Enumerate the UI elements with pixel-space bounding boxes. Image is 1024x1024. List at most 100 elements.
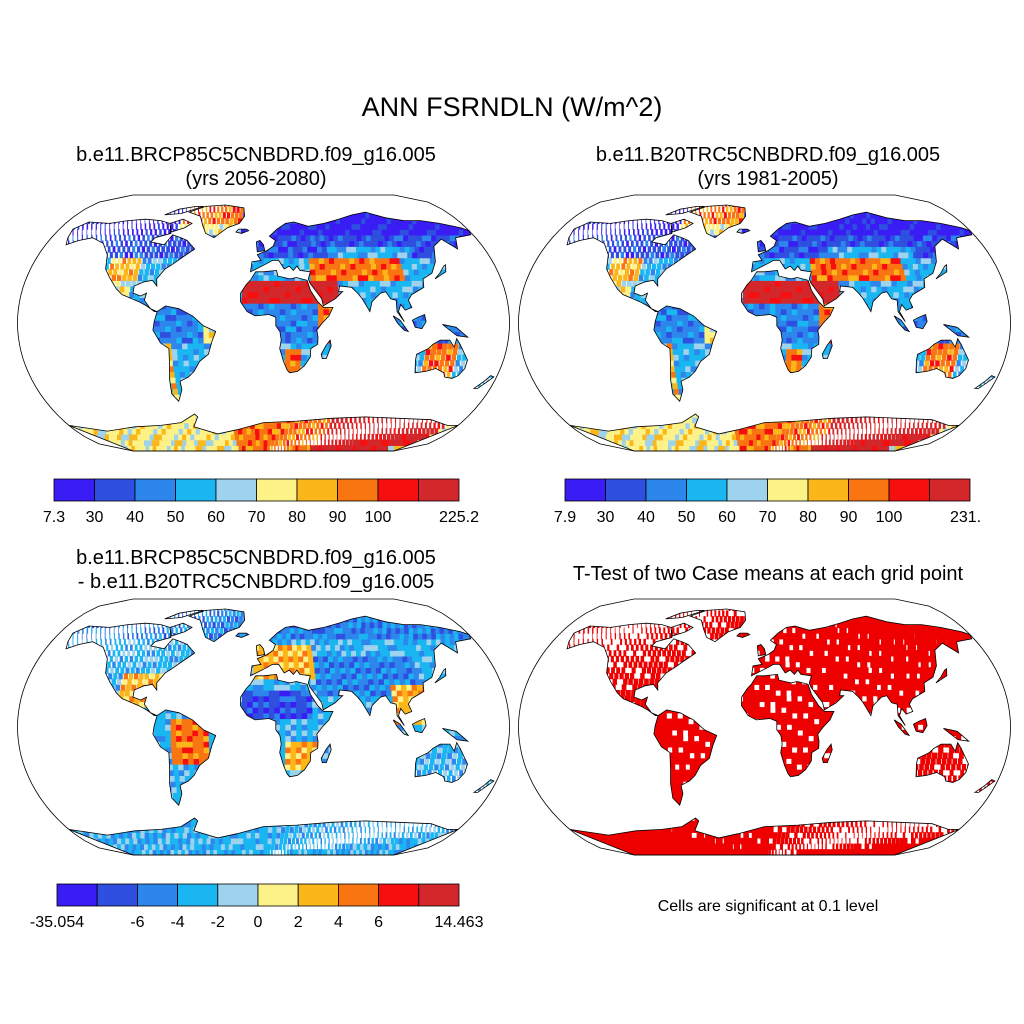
grid-cell — [870, 428, 872, 435]
grid-cell — [330, 269, 338, 276]
grid-cell — [367, 269, 375, 276]
grid-cell — [328, 291, 335, 298]
grid-cell — [786, 422, 791, 429]
grid-cell — [287, 246, 294, 253]
grid-cell — [332, 433, 334, 441]
grid-cell — [354, 240, 362, 247]
grid-cell — [299, 229, 306, 236]
grid-cell — [223, 223, 228, 230]
grid-cell — [279, 286, 286, 293]
grid-cell — [127, 223, 128, 230]
grid-cell — [313, 257, 321, 264]
grid-cell — [390, 280, 398, 287]
grid-cell — [301, 354, 307, 361]
grid-cell — [297, 428, 301, 435]
grid-cell — [256, 445, 262, 451]
grid-cell — [263, 422, 269, 429]
grid-cell — [725, 439, 733, 446]
grid-cell — [739, 428, 745, 435]
grid-cell — [752, 439, 758, 446]
grid-cell — [760, 433, 766, 441]
grid-cell — [752, 433, 758, 441]
grid-cell — [433, 422, 436, 429]
grid-cell — [279, 348, 286, 355]
grid-cell — [917, 422, 920, 429]
grid-cell — [244, 439, 250, 446]
grid-cell — [871, 439, 877, 446]
grid-cell — [810, 439, 812, 446]
grid-cell — [174, 371, 182, 378]
grid-cell — [776, 433, 781, 441]
grid-cell — [279, 342, 286, 350]
grid-cell — [331, 428, 334, 435]
grid-cell — [171, 223, 174, 230]
grid-cell — [294, 223, 301, 230]
grid-cell — [309, 263, 316, 270]
grid-cell — [169, 251, 174, 259]
grid-cell — [181, 320, 188, 327]
grid-cell — [426, 234, 436, 242]
grid-cell — [116, 274, 122, 281]
grid-cell — [337, 251, 345, 259]
grid-cell — [135, 217, 137, 225]
grid-cell — [171, 342, 178, 350]
grid-cell — [202, 433, 211, 441]
grid-cell — [394, 274, 402, 281]
grid-cell — [149, 240, 153, 247]
grid-cell — [381, 416, 383, 424]
grid-cell — [165, 314, 172, 321]
panel-title-line1: b.e11.BRCP85C5CNBDRD.f09_g16.005 — [76, 144, 436, 166]
grid-cell — [156, 246, 160, 253]
grid-cell — [154, 325, 161, 333]
grid-cell — [424, 257, 433, 264]
grid-cell — [282, 240, 289, 247]
grid-cell — [252, 291, 259, 298]
grid-cell — [420, 348, 426, 355]
grid-cell — [352, 274, 360, 281]
grid-cell — [460, 331, 466, 338]
grid-cell — [347, 422, 349, 429]
grid-cell — [208, 217, 212, 225]
grid-cell — [878, 422, 880, 429]
grid-cell — [272, 234, 279, 242]
grid-cell — [295, 360, 302, 367]
grid-cell — [301, 428, 305, 435]
grid-cell — [296, 433, 299, 441]
grid-cell — [404, 229, 414, 236]
grid-cell — [338, 223, 346, 230]
grid-cell — [768, 422, 774, 429]
grid-cell — [925, 422, 928, 429]
grid-cell — [95, 223, 97, 230]
grid-cell — [395, 280, 403, 287]
grid-cell — [862, 428, 863, 435]
grid-cell — [403, 291, 410, 298]
grid-cell — [399, 257, 408, 264]
grid-cell — [312, 331, 319, 338]
coastline-britain — [255, 240, 266, 253]
grid-cell — [367, 229, 376, 236]
grid-cell — [233, 217, 238, 225]
grid-cell — [258, 286, 265, 293]
grid-cell — [425, 348, 431, 355]
grid-cell — [267, 439, 272, 446]
map-border — [17, 194, 510, 452]
grid-cell — [874, 422, 876, 429]
grid-cell — [387, 240, 396, 247]
grid-cell — [443, 365, 448, 372]
grid-cell — [239, 433, 245, 441]
grid-cell — [410, 433, 415, 441]
grid-cell — [296, 234, 303, 242]
grid-cell — [321, 280, 329, 287]
grid-cell — [922, 416, 924, 424]
grid-cell — [348, 433, 350, 441]
grid-cell — [908, 422, 911, 429]
grid-cell — [322, 354, 329, 361]
grid-cell — [325, 269, 333, 276]
grid-cell — [321, 274, 328, 281]
grid-cell — [327, 439, 330, 446]
grid-cell — [801, 433, 804, 441]
grid-cell — [282, 439, 286, 446]
grid-cell — [169, 371, 176, 378]
grid-cell — [164, 251, 169, 259]
grid-cell — [361, 269, 369, 276]
